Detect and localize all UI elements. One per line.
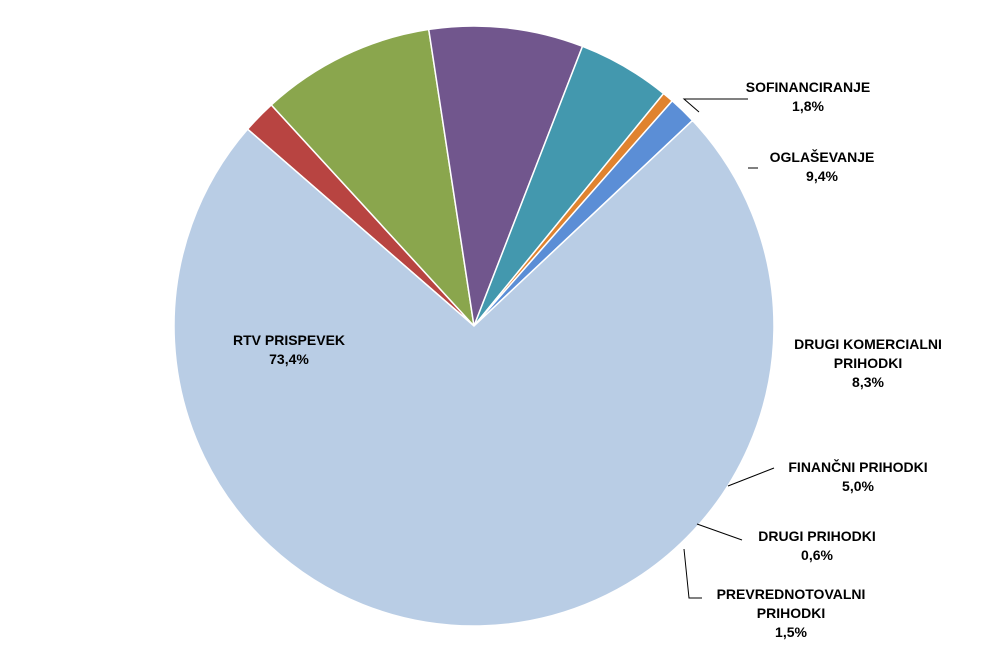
data-label: DRUGI PRIHODKI 0,6%: [758, 528, 875, 563]
data-label-percent: 8,3%: [852, 374, 884, 390]
data-label-percent: 5,0%: [842, 478, 874, 494]
data-label: OGLAŠEVANJE 9,4%: [770, 148, 875, 184]
data-label-name: OGLAŠEVANJE: [770, 148, 875, 165]
pie-slice-drugi-komercialni-prihodki: [427, 25, 584, 329]
data-label-name: PREVREDNOTOVALNI: [717, 586, 866, 602]
data-label: RTV PRISPEVEK 73,4%: [233, 332, 345, 367]
leader-line: [683, 548, 702, 599]
data-label-name: PRIHODKI: [834, 355, 902, 371]
labels-layer: SOFINANCIRANJE 1,8% OGLAŠEVANJE 9,4% DRUGI K…: [233, 79, 942, 640]
data-label: SOFINANCIRANJE 1,8%: [746, 79, 870, 114]
data-label-name: RTV PRISPEVEK: [233, 332, 345, 348]
leader-lines-layer: [682, 98, 775, 599]
data-label-name: DRUGI KOMERCIALNI: [794, 336, 942, 352]
data-label-percent: 1,5%: [775, 624, 807, 640]
data-label-percent: 0,6%: [801, 547, 833, 563]
leader-line: [682, 98, 748, 113]
data-label-name: SOFINANCIRANJE: [746, 79, 870, 95]
leader-line: [696, 523, 743, 541]
data-label: FINANČNI PRIHODKI 5,0%: [788, 458, 927, 494]
data-label-name: FINANČNI PRIHODKI: [788, 458, 927, 475]
data-label: PREVREDNOTOVALNI PRIHODKI 1,5%: [717, 586, 866, 640]
data-label-name: PRIHODKI: [757, 605, 825, 621]
leader-line: [727, 467, 775, 487]
data-label-percent: 9,4%: [806, 168, 838, 184]
data-label-percent: 1,8%: [792, 98, 824, 114]
data-label: DRUGI KOMERCIALNI PRIHODKI 8,3%: [794, 336, 942, 390]
pie-slice-rtv-prispevek: [173, 119, 775, 627]
slices-layer: [173, 25, 775, 627]
pie-slice-oglaševanje: [270, 28, 476, 329]
data-label-percent: 73,4%: [269, 351, 309, 367]
data-label-name: DRUGI PRIHODKI: [758, 528, 875, 544]
